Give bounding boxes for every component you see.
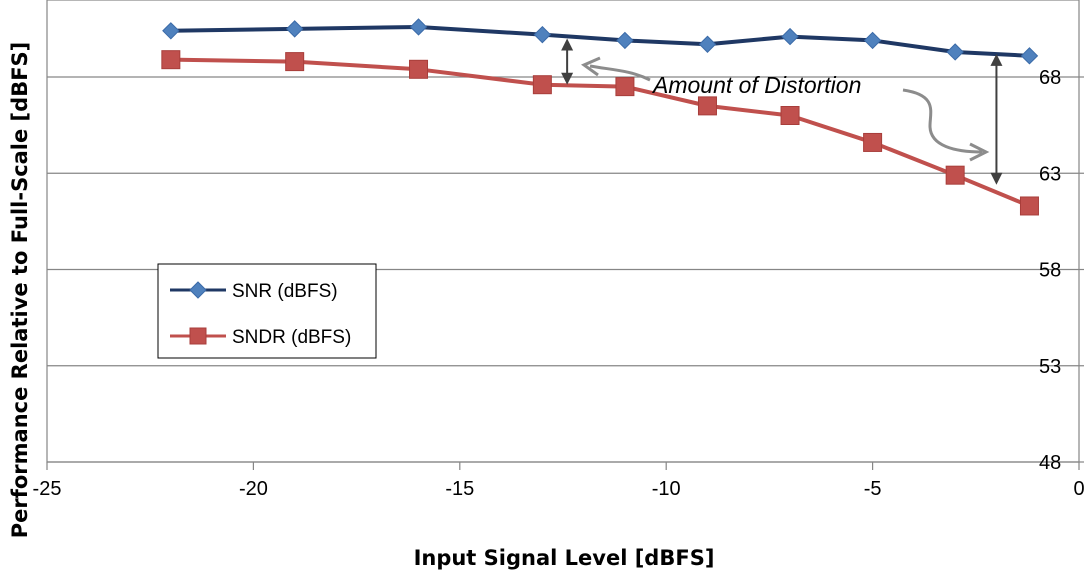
gap-arrow-head-top	[561, 38, 574, 51]
y-tick-label: 63	[1039, 163, 1061, 185]
x-tick-label: -20	[239, 478, 268, 500]
x-tick-label: -5	[864, 478, 882, 500]
y-tick-label: 53	[1039, 356, 1061, 378]
snr-point	[698, 35, 717, 53]
y-tick-label: 68	[1039, 67, 1061, 89]
snr-point	[781, 27, 799, 46]
snr-point	[162, 22, 180, 40]
sndr-point	[697, 96, 717, 116]
sndr-point	[780, 106, 800, 125]
snr-point	[1020, 47, 1039, 65]
sndr-point	[1019, 196, 1039, 216]
x-axis-title: Input Signal Level [dBFS]	[414, 546, 715, 570]
gap-arrow-head-top	[990, 53, 1003, 66]
y-tick-label: 48	[1039, 452, 1061, 474]
x-tick-label: -15	[445, 478, 474, 500]
legend: SNR (dBFS) SNDR (dBFS)	[157, 263, 377, 359]
y-tick-label: 58	[1039, 260, 1061, 282]
y-axis-title: Performance Relative to Full-Scale [dBFS…	[8, 42, 32, 539]
sndr-point	[285, 52, 305, 72]
plot-area-border	[46, 0, 1080, 463]
snr-point	[616, 31, 634, 50]
tick-labels: 48 53 58 63 68 -25 -20 -15 -10 -5 0	[33, 67, 1084, 500]
legend-sndr-marker	[189, 327, 207, 345]
annotation-text: Amount of Distortion	[651, 72, 861, 98]
annotation-arrowhead-left	[580, 56, 601, 77]
sndr-point	[615, 77, 635, 97]
distortion-gap-arrow-right	[990, 53, 1003, 185]
annotation-arrowhead-right	[969, 142, 990, 162]
legend-snr-label: SNR (dBFS)	[232, 281, 338, 302]
sndr-point	[532, 75, 552, 95]
x-tick-label: -25	[33, 478, 62, 500]
sndr-point	[863, 132, 883, 152]
gap-arrow-head-bottom	[561, 72, 574, 85]
x-tick-label: -10	[652, 478, 681, 500]
sndr-point	[409, 59, 429, 79]
series-line-snr	[170, 24, 1030, 58]
series-line-sndr	[170, 57, 1031, 208]
snr-point	[946, 43, 964, 61]
snr-point	[409, 18, 428, 36]
gap-arrow-head-bottom	[990, 172, 1003, 185]
distortion-annotation: Amount of Distortion	[561, 38, 1003, 185]
distortion-gap-arrow-left	[561, 38, 574, 85]
sndr-point	[161, 50, 181, 70]
snr-point	[863, 31, 882, 50]
sndr-point	[945, 165, 965, 185]
x-tick-label: 0	[1073, 478, 1084, 500]
annotation-arrow-left	[589, 64, 651, 82]
legend-snr-marker	[189, 281, 207, 299]
legend-sndr-label: SNDR (dBFS)	[232, 327, 351, 348]
snr-point	[285, 20, 304, 38]
snr-point	[533, 25, 552, 44]
series-layer	[161, 18, 1039, 216]
annotation-arrow-right	[902, 88, 983, 154]
